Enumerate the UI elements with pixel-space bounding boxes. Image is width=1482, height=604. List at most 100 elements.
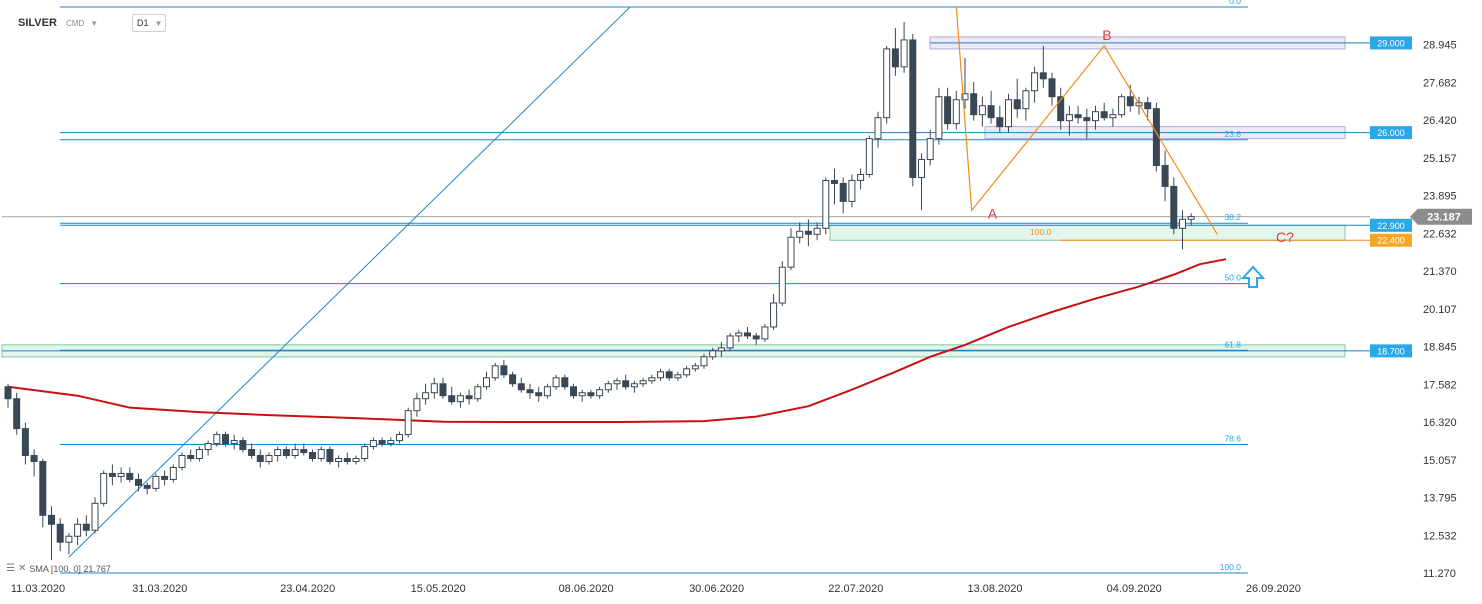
candle [604, 380, 612, 393]
annotations: A B C? [955, 7, 1294, 288]
candle [978, 96, 986, 127]
candle-body [39, 460, 47, 516]
candle [1144, 96, 1152, 121]
candle-body [378, 440, 386, 445]
candle-body [596, 389, 604, 397]
candle-body [1013, 99, 1021, 110]
candle-body [1005, 99, 1012, 128]
candle-body [674, 374, 682, 379]
candle-body [126, 472, 134, 480]
candle-body [891, 48, 899, 68]
candle [91, 497, 99, 534]
candle [674, 371, 682, 381]
fib-label: 78.6 [1224, 433, 1241, 443]
level-price-tag [1370, 218, 1412, 232]
candle [152, 473, 160, 492]
candle [587, 389, 595, 399]
level-price-tag [1370, 344, 1412, 358]
candle-body [961, 93, 969, 101]
candle [404, 407, 412, 438]
candle [613, 377, 621, 390]
timeframe-selector[interactable]: D1 ▼ [132, 14, 166, 32]
candle-body [1100, 111, 1108, 119]
x-tick-label: 08.06.2020 [559, 583, 614, 595]
candle [831, 168, 838, 205]
candle-body [578, 392, 586, 397]
candle-body [369, 440, 377, 448]
candle [900, 22, 908, 73]
y-tick-label: 25.157 [1423, 153, 1457, 165]
y-tick-label: 27.682 [1423, 77, 1457, 89]
candle [230, 434, 238, 450]
candle-body [944, 96, 952, 125]
candle-body [117, 472, 125, 477]
candle-body [169, 466, 177, 480]
candle-body [422, 392, 430, 400]
candle-body [900, 39, 908, 68]
wave-label-a: A [988, 205, 998, 221]
candle [465, 389, 473, 405]
candle-body [587, 392, 595, 397]
candle [352, 455, 360, 465]
candle-body [352, 457, 360, 462]
candle [787, 228, 795, 271]
candle [996, 105, 1004, 133]
candle-body [361, 446, 369, 459]
candle [909, 33, 917, 187]
timeframe-label: D1 [137, 18, 149, 28]
candle [282, 446, 290, 459]
support-zone [829, 224, 1346, 241]
candle [82, 515, 90, 537]
candle-body [413, 398, 421, 412]
candle [1057, 87, 1065, 130]
candle [848, 174, 856, 208]
candle-body [30, 455, 38, 462]
source-selector[interactable]: CMD ▼ [66, 14, 98, 32]
candle-body [874, 117, 882, 140]
candle-body [770, 302, 778, 328]
y-tick-label: 15.057 [1423, 455, 1457, 467]
candle [1092, 105, 1099, 130]
candle-body [517, 383, 525, 391]
candle [274, 446, 282, 462]
candle-body [204, 443, 212, 451]
candle [509, 371, 517, 387]
candle [691, 362, 699, 372]
candle-body [161, 475, 169, 480]
arrow-up-icon [1240, 265, 1266, 288]
candle [56, 518, 64, 552]
candle [369, 437, 377, 450]
candle-body [448, 395, 456, 403]
candle [987, 90, 995, 124]
candle-body [796, 230, 804, 238]
candle-body [804, 230, 812, 235]
candle-body [918, 159, 925, 178]
settings-icon[interactable]: ☰ [6, 563, 15, 574]
candle [387, 437, 395, 447]
candle-body [813, 227, 821, 235]
level-price-label: 29.000 [1377, 38, 1405, 48]
candle-body [213, 434, 221, 445]
candle-body [717, 347, 725, 352]
symbol-name[interactable]: SILVER [18, 17, 57, 29]
candle-body [926, 138, 934, 161]
fib-ext-label: 100.0 [1030, 227, 1052, 237]
candle-body [274, 449, 282, 457]
x-tick-label: 13.08.2020 [967, 583, 1022, 595]
candle-body [187, 455, 195, 459]
level-price-tag [1370, 126, 1412, 140]
candle-body [1048, 78, 1056, 98]
candle-body [639, 380, 647, 385]
close-icon[interactable]: ✕ [17, 563, 27, 574]
sma-legend-text: SMA [100, 0] 21.767 [29, 563, 111, 574]
candle-body [665, 371, 673, 379]
candle-body [735, 332, 743, 337]
y-tick-label: 16.320 [1423, 417, 1457, 429]
arrow-up-shape [1240, 265, 1266, 288]
y-tick-label: 26.420 [1423, 115, 1457, 127]
candle [726, 332, 734, 351]
candle [169, 464, 177, 483]
candle [1161, 150, 1169, 202]
candle [491, 362, 499, 381]
candle [343, 452, 351, 465]
